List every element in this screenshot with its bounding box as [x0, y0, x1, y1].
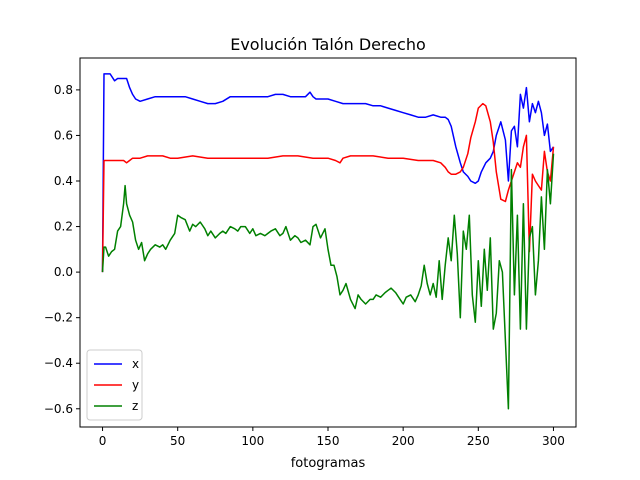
y-axis: −0.6 −0.4 −0.2 0.0 0.2 0.4 0.6 0.8 [44, 83, 80, 416]
series-y-line [101, 102, 555, 273]
y-tick-label: 0.6 [54, 128, 73, 142]
series-layer [101, 73, 555, 410]
y-tick-label: 0.2 [54, 220, 73, 234]
y-tick-label: 0.8 [54, 83, 73, 97]
y-tick-label: −0.6 [44, 402, 73, 416]
x-tick-label: 100 [241, 434, 264, 448]
x-tick-label: 150 [317, 434, 340, 448]
x-axis-label: fotogramas [291, 456, 366, 471]
y-tick-label: 0.4 [54, 174, 73, 188]
x-tick-label: 0 [99, 434, 107, 448]
legend: xyz [86, 349, 143, 421]
series-x-line [101, 73, 555, 273]
chart-title: Evolución Talón Derecho [230, 35, 426, 54]
y-tick-label: 0.0 [54, 265, 73, 279]
x-tick-label: 200 [392, 434, 415, 448]
x-tick-label: 300 [542, 434, 565, 448]
x-axis: 0 50 100 150 200 250 300 [99, 427, 565, 448]
legend-label-z: z [132, 399, 138, 413]
y-tick-label: −0.2 [44, 311, 73, 325]
series-z-line [101, 153, 555, 410]
x-tick-label: 250 [467, 434, 490, 448]
x-tick-label: 50 [170, 434, 185, 448]
y-tick-label: −0.4 [44, 356, 73, 370]
legend-label-y: y [132, 378, 139, 392]
legend-label-x: x [132, 357, 139, 371]
